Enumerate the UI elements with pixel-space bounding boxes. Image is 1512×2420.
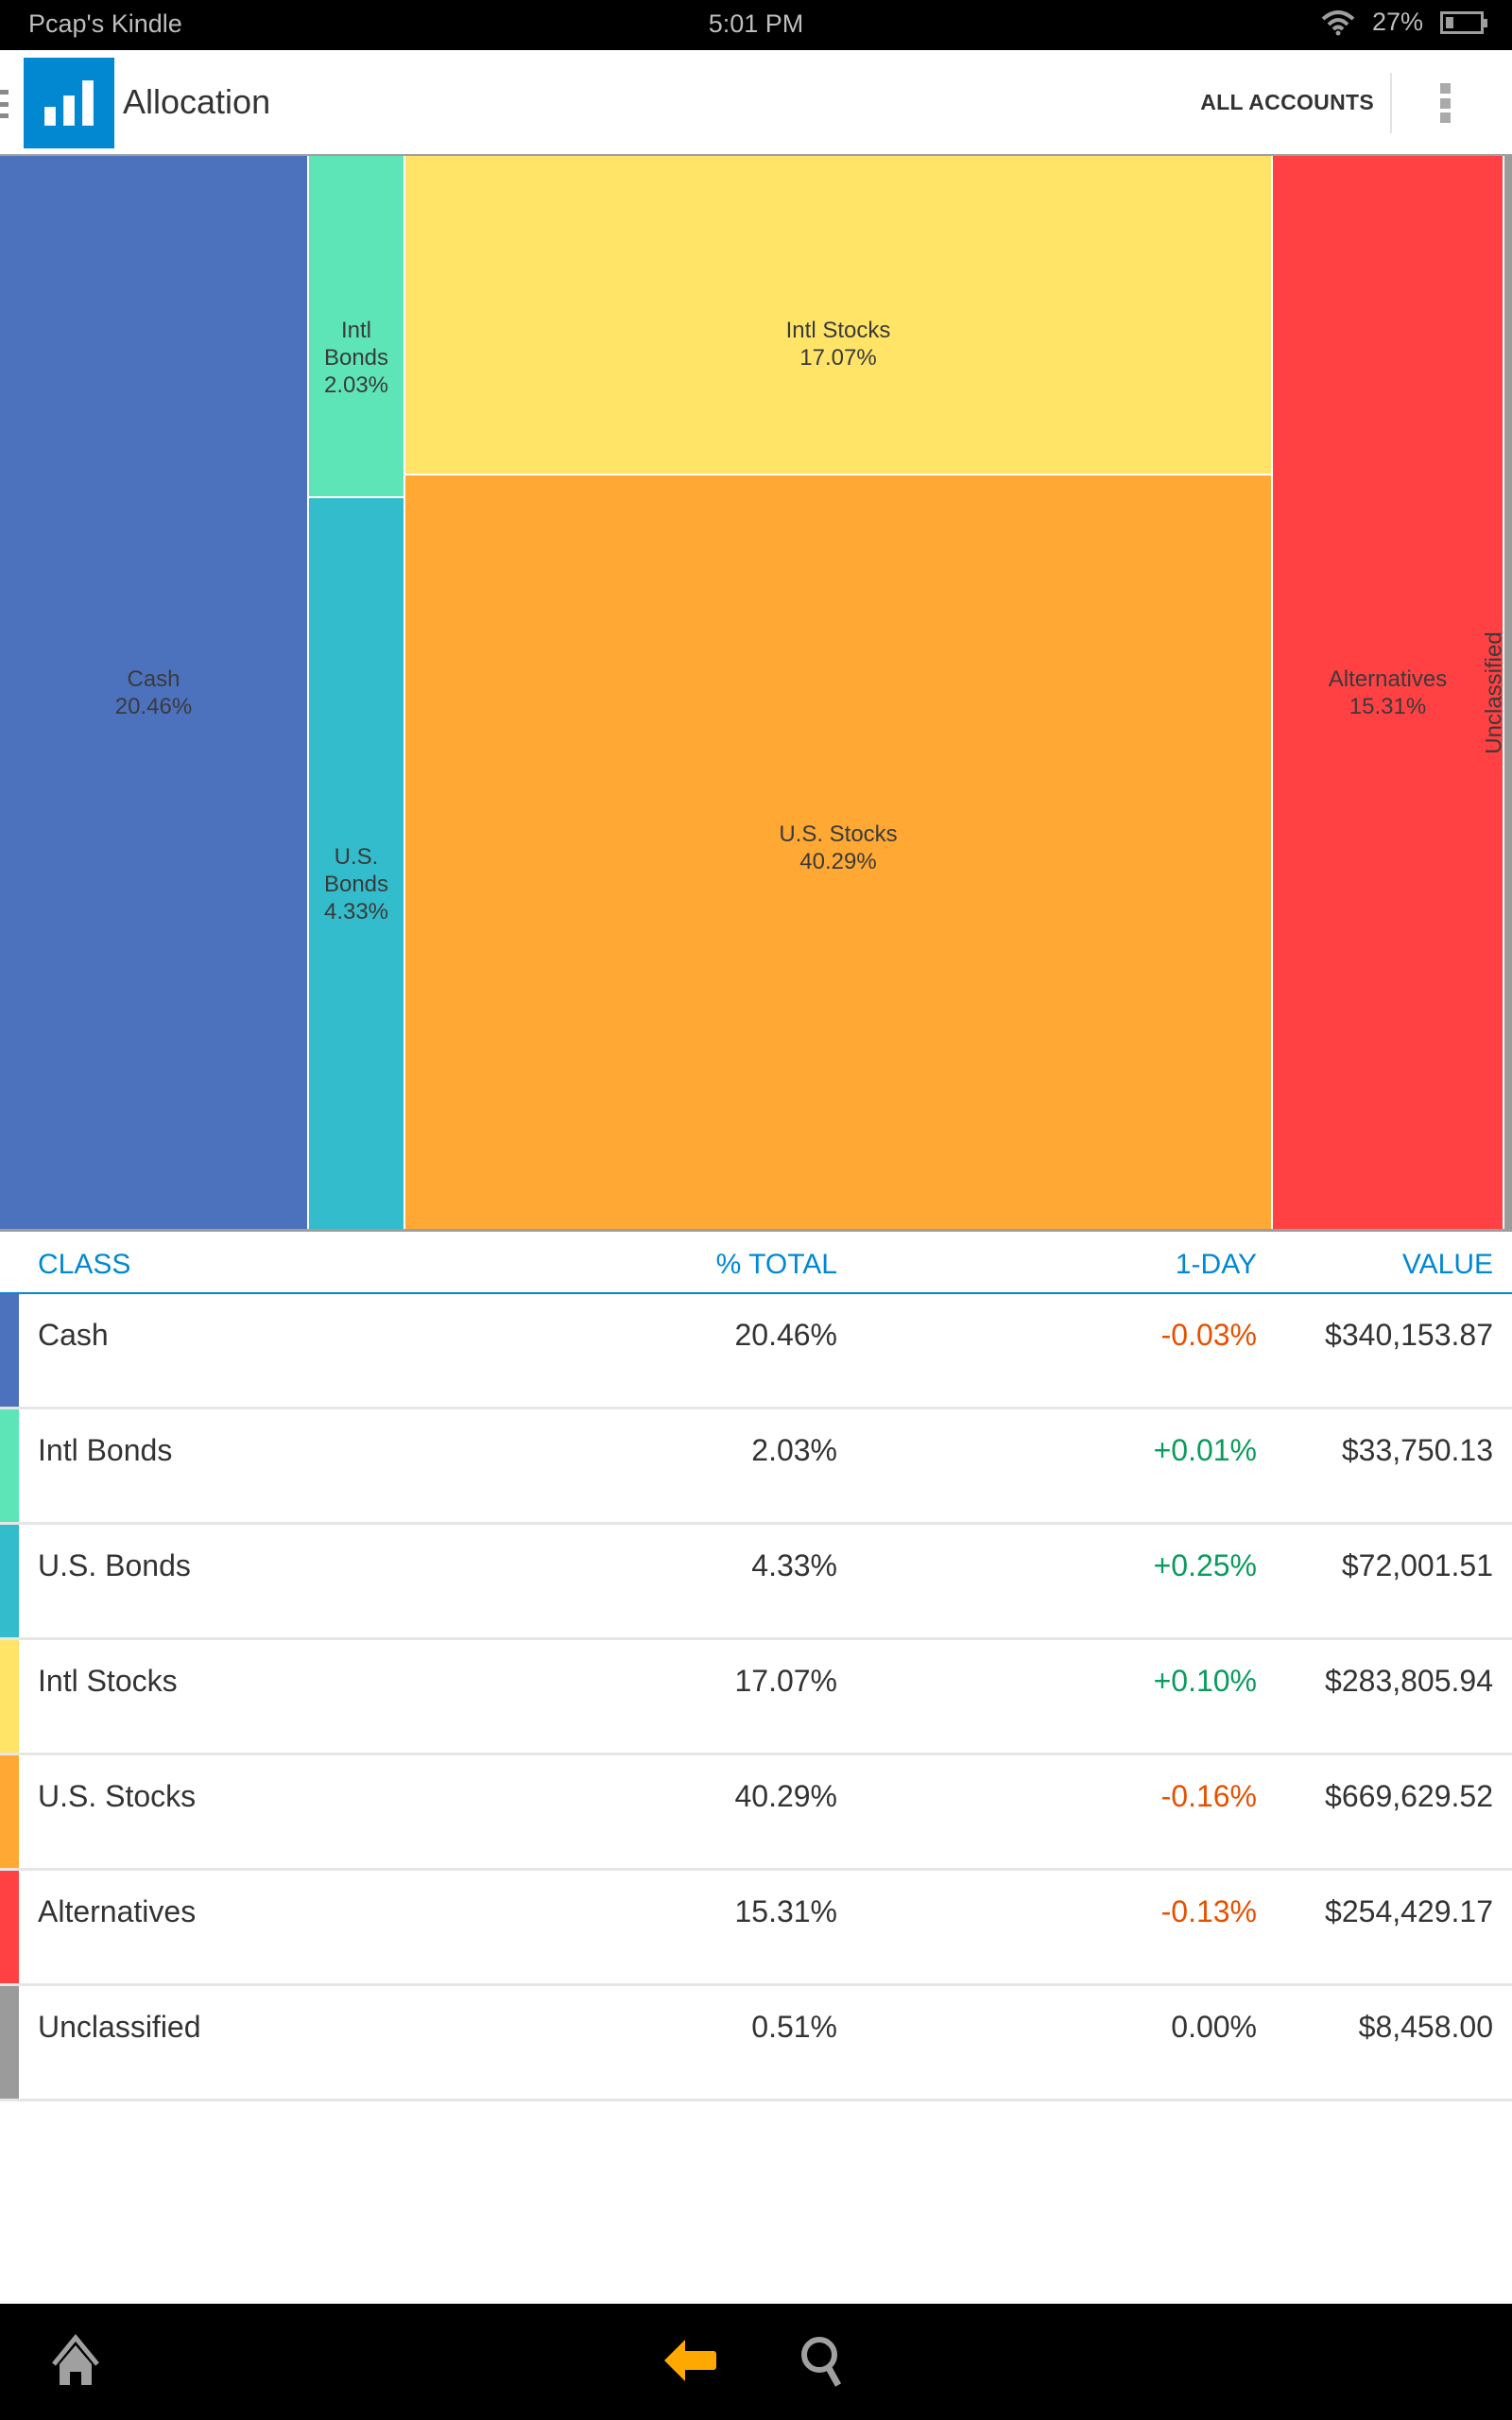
treemap-cell-u-s-bonds[interactable]: U.S. Bonds 4.33% [309, 498, 404, 1229]
row-pct-total: 2.03% [751, 1433, 837, 1467]
row-pct-total: 0.51% [751, 2010, 837, 2044]
row-value: $8,458.00 [1358, 2010, 1493, 2044]
treemap-label: Cash 20.46% [115, 666, 192, 720]
app-bar: Allocation ALL ACCOUNTS [0, 50, 1512, 154]
back-arrow-icon[interactable] [657, 2332, 723, 2389]
treemap-label-name: U.S. Stocks [779, 821, 898, 847]
table-row[interactable]: Unclassified 0.51% 0.00% $8,458.00 [0, 1986, 1512, 2101]
treemap-label: U.S. Stocks 40.29% [405, 821, 1271, 875]
treemap-label-percent: 17.07% [799, 345, 877, 371]
table-row[interactable]: U.S. Stocks 40.29% -0.16% $669,629.52 [0, 1755, 1512, 1871]
table-row[interactable]: U.S. Bonds 4.33% +0.25% $72,001.51 [0, 1525, 1512, 1640]
clock: 5:01 PM [708, 9, 804, 38]
row-pct-total: 4.33% [751, 1548, 837, 1582]
treemap-label-name: Alternatives [1328, 666, 1448, 692]
row-pct-total: 20.46% [734, 1318, 837, 1352]
treemap-cell-unclassified[interactable]: Unclassified 0.51% [1482, 156, 1512, 1229]
page-title: Allocation [123, 82, 271, 121]
treemap-label-name: U.S. Bonds [323, 844, 389, 897]
treemap-cell-alternatives[interactable]: Alternatives 15.31% [1273, 156, 1503, 1229]
treemap-cell-intl-bonds[interactable]: Intl Bonds 2.03% [309, 156, 404, 496]
table-row[interactable]: Intl Stocks 17.07% +0.10% $283,805.94 [0, 1640, 1512, 1755]
row-class: U.S. Stocks [38, 1779, 197, 1813]
row-class: Unclassified [38, 2010, 201, 2044]
row-class: U.S. Bonds [38, 1548, 191, 1582]
row-class: Alternatives [38, 1894, 197, 1928]
treemap-label: U.S. Bonds 4.33% [309, 843, 404, 925]
row-one-day: 0.00% [1171, 2010, 1257, 2044]
row-pct-total: 15.31% [734, 1894, 837, 1928]
table-row[interactable]: Cash 20.46% -0.03% $340,153.87 [0, 1294, 1512, 1409]
class-color-swatch [0, 1755, 19, 1868]
row-value: $254,429.17 [1325, 1894, 1493, 1928]
row-class: Cash [38, 1318, 109, 1352]
treemap-label-percent: 20.46% [114, 693, 193, 719]
treemap-label-name: Unclassified [1482, 631, 1508, 754]
row-value: $72,001.51 [1341, 1548, 1493, 1582]
device-name: Pcap's Kindle [28, 9, 182, 38]
row-one-day: -0.03% [1160, 1318, 1257, 1352]
treemap-label-name: Cash [127, 666, 180, 692]
header-pct-total[interactable]: % TOTAL [715, 1249, 837, 1280]
treemap-label-percent: 2.03% [323, 372, 389, 398]
row-one-day: +0.01% [1153, 1433, 1257, 1467]
home-icon[interactable] [43, 2332, 109, 2389]
row-class: Intl Stocks [38, 1664, 178, 1698]
battery-icon [1440, 10, 1487, 34]
header-class[interactable]: CLASS [38, 1249, 131, 1280]
treemap-label: Alternatives 15.31% [1329, 666, 1447, 720]
treemap-cell-u-s-stocks[interactable]: U.S. Stocks 40.29% [405, 475, 1271, 1229]
table-row[interactable]: Alternatives 15.31% -0.13% $254,429.17 [0, 1871, 1512, 1986]
status-bar: Pcap's Kindle 5:01 PM 27% [0, 0, 1512, 50]
header-one-day[interactable]: 1-DAY [1175, 1249, 1257, 1280]
class-color-swatch [0, 1986, 19, 2099]
row-class: Intl Bonds [38, 1433, 173, 1467]
treemap-cell-cash[interactable]: Cash 20.46% [0, 156, 307, 1229]
treemap-label: Intl Bonds 2.03% [309, 317, 404, 399]
treemap-label-percent: 0.51% [1509, 660, 1512, 725]
row-value: $669,629.52 [1325, 1779, 1493, 1813]
header-divider [1390, 73, 1392, 133]
allocation-treemap: Cash 20.46% Intl Bonds 2.03% U.S. Bonds 4.33%… [0, 156, 1512, 1229]
treemap-shadow [0, 1229, 1512, 1232]
table-header: CLASS % TOTAL 1-DAY VALUE [0, 1232, 1512, 1294]
search-icon[interactable] [789, 2332, 855, 2389]
drawer-menu-icon[interactable] [0, 90, 9, 118]
all-accounts-button[interactable]: ALL ACCOUNTS [1200, 90, 1374, 114]
wifi-icon [1321, 9, 1355, 35]
battery-percent: 27% [1371, 8, 1423, 36]
row-one-day: -0.16% [1160, 1779, 1257, 1813]
row-pct-total: 40.29% [734, 1779, 837, 1813]
header-shadow [0, 154, 1512, 157]
allocation-table: Cash 20.46% -0.03% $340,153.87 Intl Bond… [0, 1294, 1512, 2101]
table-row[interactable]: Intl Bonds 2.03% +0.01% $33,750.13 [0, 1409, 1512, 1525]
treemap-label-percent: 15.31% [1349, 693, 1427, 719]
system-nav-bar [0, 2304, 1512, 2420]
treemap-cell-intl-stocks[interactable]: Intl Stocks 17.07% [405, 156, 1271, 474]
row-value: $340,153.87 [1325, 1318, 1493, 1352]
treemap-label: Unclassified 0.51% [1481, 631, 1512, 753]
bar-chart-icon[interactable] [24, 58, 114, 148]
row-pct-total: 17.07% [734, 1664, 837, 1698]
class-color-swatch [0, 1640, 19, 1753]
class-color-swatch [0, 1871, 19, 1983]
row-value: $283,805.94 [1325, 1664, 1493, 1698]
header-value[interactable]: VALUE [1401, 1249, 1493, 1280]
row-one-day: +0.25% [1153, 1548, 1257, 1582]
row-value: $33,750.13 [1341, 1433, 1493, 1467]
class-color-swatch [0, 1294, 19, 1407]
treemap-label-name: Intl Stocks [785, 318, 891, 343]
class-color-swatch [0, 1525, 19, 1637]
treemap-label-percent: 4.33% [323, 899, 389, 925]
class-color-swatch [0, 1409, 19, 1522]
treemap-label: Intl Stocks 17.07% [405, 317, 1271, 372]
treemap-label-name: Intl Bonds [323, 318, 389, 371]
treemap-label-percent: 40.29% [799, 849, 877, 874]
more-vertical-icon[interactable] [1440, 83, 1453, 123]
row-one-day: +0.10% [1153, 1664, 1257, 1698]
row-one-day: -0.13% [1160, 1894, 1257, 1928]
